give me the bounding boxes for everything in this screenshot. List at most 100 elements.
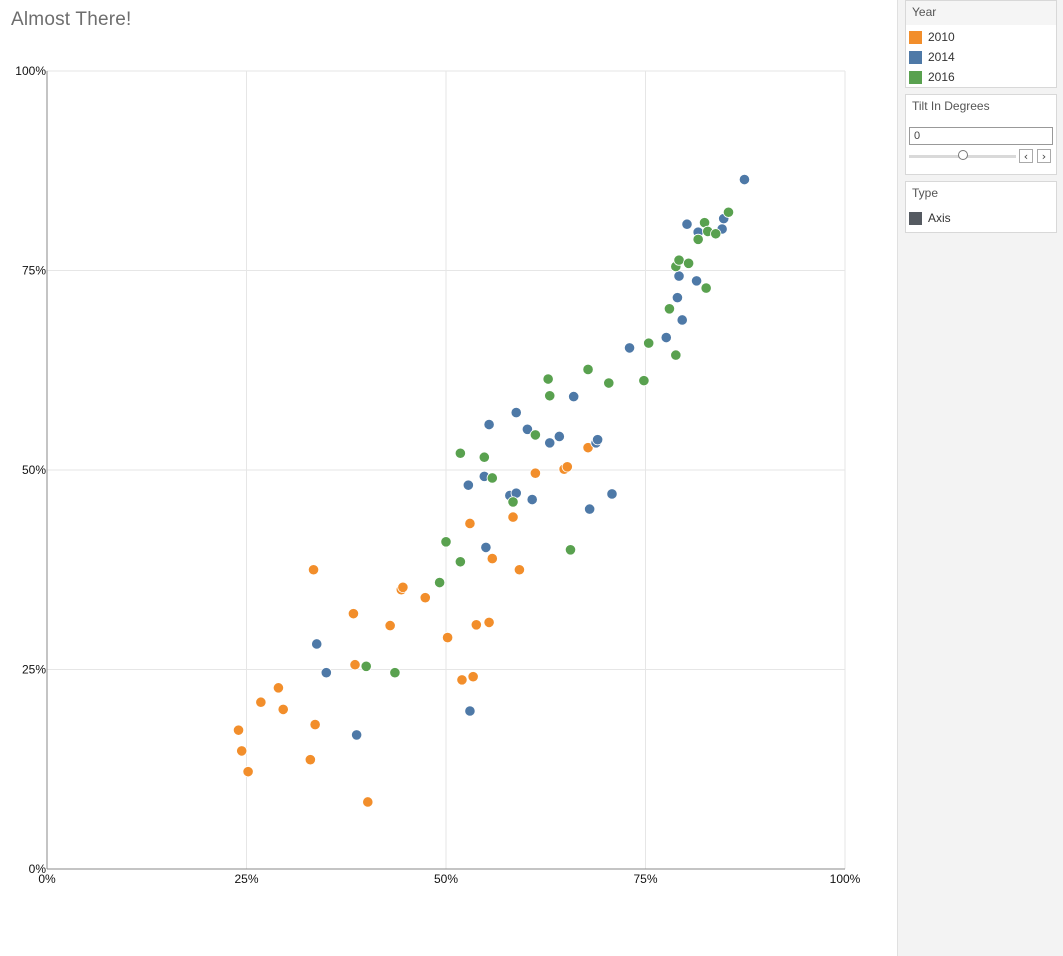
y-tick-label: 0% — [29, 862, 47, 876]
gridlines — [47, 70, 846, 869]
data-point-2014[interactable] — [681, 218, 693, 230]
data-point-2010[interactable] — [277, 703, 289, 716]
tilt-increment-button[interactable]: › — [1037, 149, 1051, 163]
data-point-2010[interactable] — [232, 724, 245, 736]
data-point-2016[interactable] — [544, 390, 556, 402]
data-point-2014[interactable] — [623, 342, 636, 354]
data-point-2010[interactable] — [304, 754, 316, 766]
data-point-2014[interactable] — [480, 541, 492, 554]
data-point-2014[interactable] — [526, 493, 538, 506]
y-tick-label: 50% — [22, 463, 46, 477]
data-point-2016[interactable] — [710, 228, 722, 240]
data-point-2016[interactable] — [643, 337, 655, 349]
data-point-2014[interactable] — [673, 270, 685, 282]
data-point-2016[interactable] — [582, 363, 594, 376]
data-point-2010[interactable] — [362, 796, 374, 808]
data-point-2014[interactable] — [351, 729, 363, 741]
data-point-2016[interactable] — [682, 257, 695, 269]
data-point-2014[interactable] — [462, 479, 474, 491]
slider-thumb[interactable] — [957, 150, 968, 160]
data-point-2010[interactable] — [507, 511, 519, 523]
data-point-2016[interactable] — [486, 472, 498, 484]
data-point-2010[interactable] — [307, 564, 320, 576]
tilt-slider[interactable]: ‹ › — [906, 145, 1056, 169]
legend-label-2010: 2010 — [928, 30, 955, 44]
chevron-left-icon: ‹ — [1023, 150, 1029, 163]
data-point-2014[interactable] — [464, 705, 476, 717]
data-point-2016[interactable] — [638, 375, 650, 387]
data-point-2010[interactable] — [456, 674, 468, 686]
year-legend-card: Year 2010 2014 2016 — [905, 0, 1057, 88]
data-point-2010[interactable] — [441, 631, 454, 644]
data-point-2014[interactable] — [544, 437, 556, 449]
data-point-2016[interactable] — [507, 496, 519, 508]
data-point-2014[interactable] — [483, 418, 495, 431]
legend-item-2016[interactable]: 2016 — [906, 67, 1056, 87]
data-point-2016[interactable] — [542, 373, 554, 385]
tilt-decrement-button[interactable]: ‹ — [1019, 149, 1033, 163]
legend-item-2014[interactable]: 2014 — [906, 47, 1056, 67]
data-point-2014[interactable] — [311, 638, 323, 650]
data-point-2010[interactable] — [384, 620, 396, 632]
data-point-2016[interactable] — [434, 576, 446, 589]
x-tick-label: 50% — [434, 872, 458, 886]
data-point-2016[interactable] — [692, 233, 704, 245]
data-point-2010[interactable] — [470, 619, 482, 631]
data-point-2010[interactable] — [347, 608, 360, 620]
data-point-2010[interactable] — [483, 616, 495, 629]
data-point-2016[interactable] — [564, 544, 577, 556]
data-point-2014[interactable] — [592, 434, 604, 446]
legend-label-axis: Axis — [928, 211, 951, 225]
data-point-2010[interactable] — [419, 592, 431, 604]
data-point-2016[interactable] — [670, 349, 682, 361]
data-point-2016[interactable] — [360, 660, 372, 672]
data-point-2016[interactable] — [673, 254, 685, 266]
data-point-2010[interactable] — [529, 467, 541, 479]
x-tick-label: 25% — [234, 872, 258, 886]
scatter-chart: 0% 25% 50% 75% 100% 0% 25% 50% 75% 100% — [15, 64, 860, 886]
data-point-2016[interactable] — [700, 282, 712, 294]
data-point-2014[interactable] — [676, 314, 688, 326]
legend-swatch-2016 — [909, 70, 922, 84]
data-point-2010[interactable] — [255, 696, 267, 708]
data-point-2016[interactable] — [440, 536, 452, 548]
data-point-2014[interactable] — [521, 423, 533, 435]
data-point-2014[interactable] — [553, 430, 565, 443]
y-tick-label: 25% — [22, 663, 46, 677]
data-point-2010[interactable] — [513, 564, 526, 576]
data-point-2016[interactable] — [722, 206, 735, 218]
data-point-2014[interactable] — [320, 667, 332, 679]
data-point-2014[interactable] — [606, 488, 618, 500]
data-point-2010[interactable] — [464, 517, 476, 530]
data-point-2016[interactable] — [529, 429, 541, 441]
data-point-2016[interactable] — [454, 556, 466, 568]
data-point-2016[interactable] — [663, 303, 676, 315]
axes — [46, 71, 845, 870]
data-point-2016[interactable] — [454, 447, 466, 459]
data-point-2014[interactable] — [568, 390, 580, 403]
data-point-2014[interactable] — [660, 331, 672, 344]
legend-item-axis[interactable]: Axis — [906, 208, 1056, 228]
data-point-2010[interactable] — [242, 766, 254, 778]
tilt-parameter-title: Tilt In Degrees — [906, 95, 1056, 119]
data-point-2010[interactable] — [486, 552, 498, 565]
data-point-2014[interactable] — [584, 503, 596, 515]
tilt-value-input[interactable]: 0 — [909, 127, 1053, 145]
data-point-2010[interactable] — [272, 682, 285, 694]
data-points — [232, 173, 751, 808]
data-point-2016[interactable] — [603, 377, 615, 389]
y-tick-labels: 0% 25% 50% 75% 100% — [15, 64, 46, 876]
data-point-2016[interactable] — [478, 451, 490, 463]
data-point-2014[interactable] — [671, 292, 684, 304]
data-point-2010[interactable] — [236, 745, 248, 757]
data-point-2016[interactable] — [389, 667, 401, 679]
data-point-2010[interactable] — [467, 671, 479, 683]
data-point-2014[interactable] — [690, 275, 703, 287]
data-point-2010[interactable] — [309, 718, 321, 731]
data-point-2010[interactable] — [349, 659, 361, 671]
data-point-2010[interactable] — [397, 581, 409, 593]
data-point-2014[interactable] — [510, 406, 522, 419]
legend-item-2010[interactable]: 2010 — [906, 27, 1056, 47]
data-point-2014[interactable] — [738, 173, 751, 186]
data-point-2010[interactable] — [561, 461, 573, 473]
